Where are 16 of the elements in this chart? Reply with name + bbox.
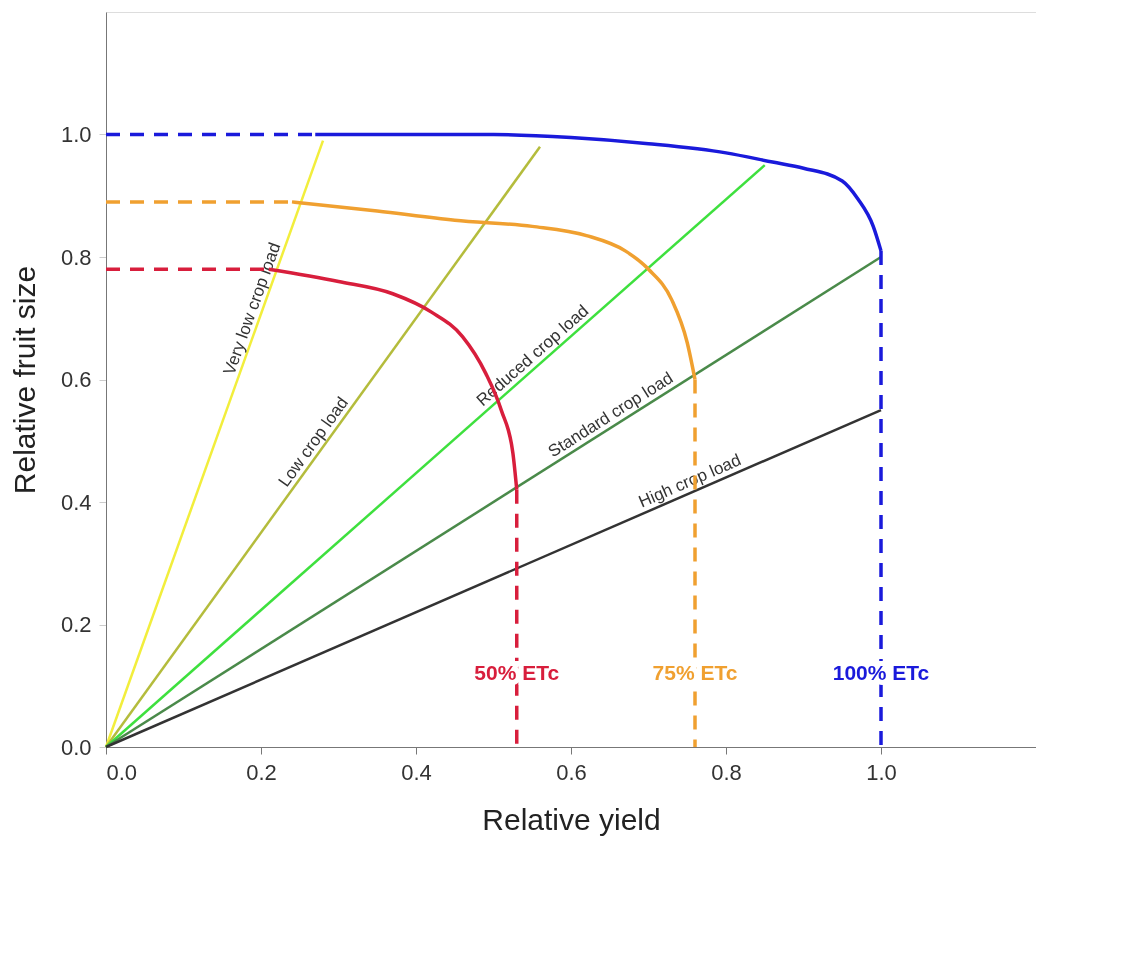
y-tick-label: 0.2 [60, 612, 92, 637]
annotation: 50% ETc [474, 660, 560, 684]
annotation: 100% ETc [832, 660, 930, 684]
x-tick-label: 0.8 [711, 759, 742, 785]
y-tick-label: 0.8 [60, 244, 92, 270]
y-tick-label: 0.6 [60, 367, 92, 392]
y-tick-label: 0.4 [60, 489, 92, 515]
x-tick-label: 0.0 [106, 759, 138, 785]
x-tick-label: 1.0 [866, 759, 897, 785]
x-axis-title: Relative yield [482, 802, 661, 836]
y-tick-label: 1.0 [60, 122, 92, 147]
x-tick-label: 0.2 [246, 759, 277, 785]
y-axis-title: Relative fruit size [7, 265, 41, 495]
x-tick-label: 0.6 [556, 759, 587, 785]
y-tick-label: 0.0 [60, 734, 92, 760]
x-tick-label: 0.4 [401, 759, 432, 785]
